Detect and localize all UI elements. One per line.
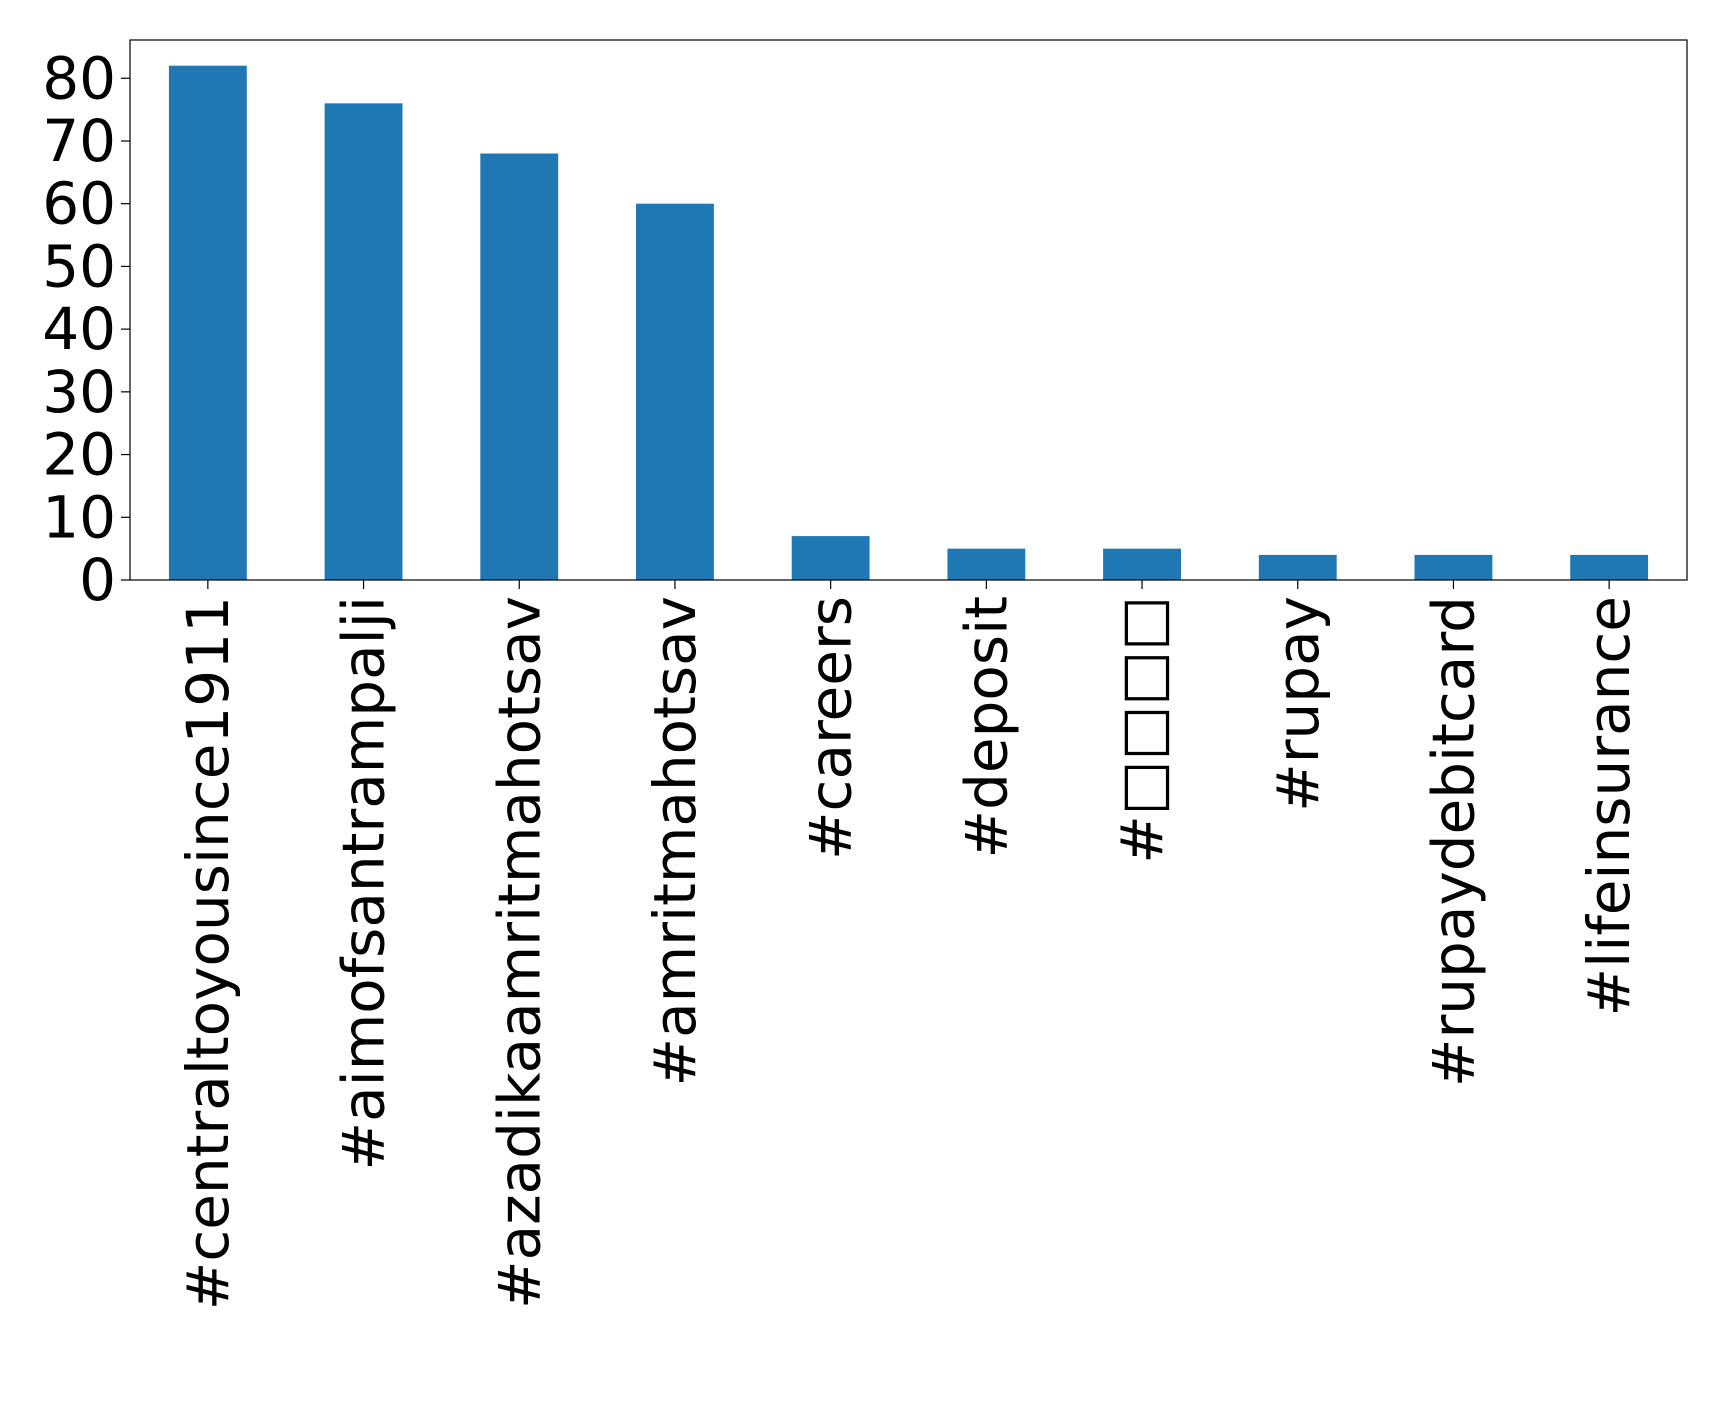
y-tick-label: 0 [79,546,116,614]
y-tick-label: 40 [42,295,116,363]
y-tick-label: 50 [42,232,116,300]
bar-8 [1258,554,1337,580]
x-tick-label: #deposit [952,596,1020,858]
bar-2 [324,103,403,581]
x-tick-label: #amritmahotsav [641,596,709,1086]
y-tick-label: 30 [42,358,116,426]
plot-frame [129,39,1688,581]
y-tick-label: 60 [42,170,116,238]
y-tick-label: 70 [42,107,116,175]
bar-9 [1414,554,1493,580]
x-tick-label: #lifeinsurance [1575,596,1643,1017]
x-tick-label: #careers [797,596,865,860]
bar-6 [947,548,1026,580]
x-tick-label: #□□□□ [1108,596,1176,864]
bars-layer [168,65,1649,581]
bar-3 [480,153,559,580]
bar-7 [1103,548,1181,580]
bar-4 [636,203,714,581]
bar-10 [1570,554,1649,580]
axes-layer [121,39,1688,589]
x-tick-label: #azadikaamritmahotsav [485,596,553,1309]
y-tick-label: 20 [42,421,116,489]
x-tick-label: #centraltoyousince1911 [174,596,242,1310]
bar-1 [168,65,247,580]
x-tick-label: #rupay [1264,596,1332,812]
x-tick-label: #aimofsantrampalji [330,596,398,1171]
x-tick-label: #rupaydebitcard [1419,596,1487,1087]
bar-5 [791,536,870,580]
y-tick-label: 10 [42,483,116,551]
y-tick-label: 80 [42,44,116,112]
